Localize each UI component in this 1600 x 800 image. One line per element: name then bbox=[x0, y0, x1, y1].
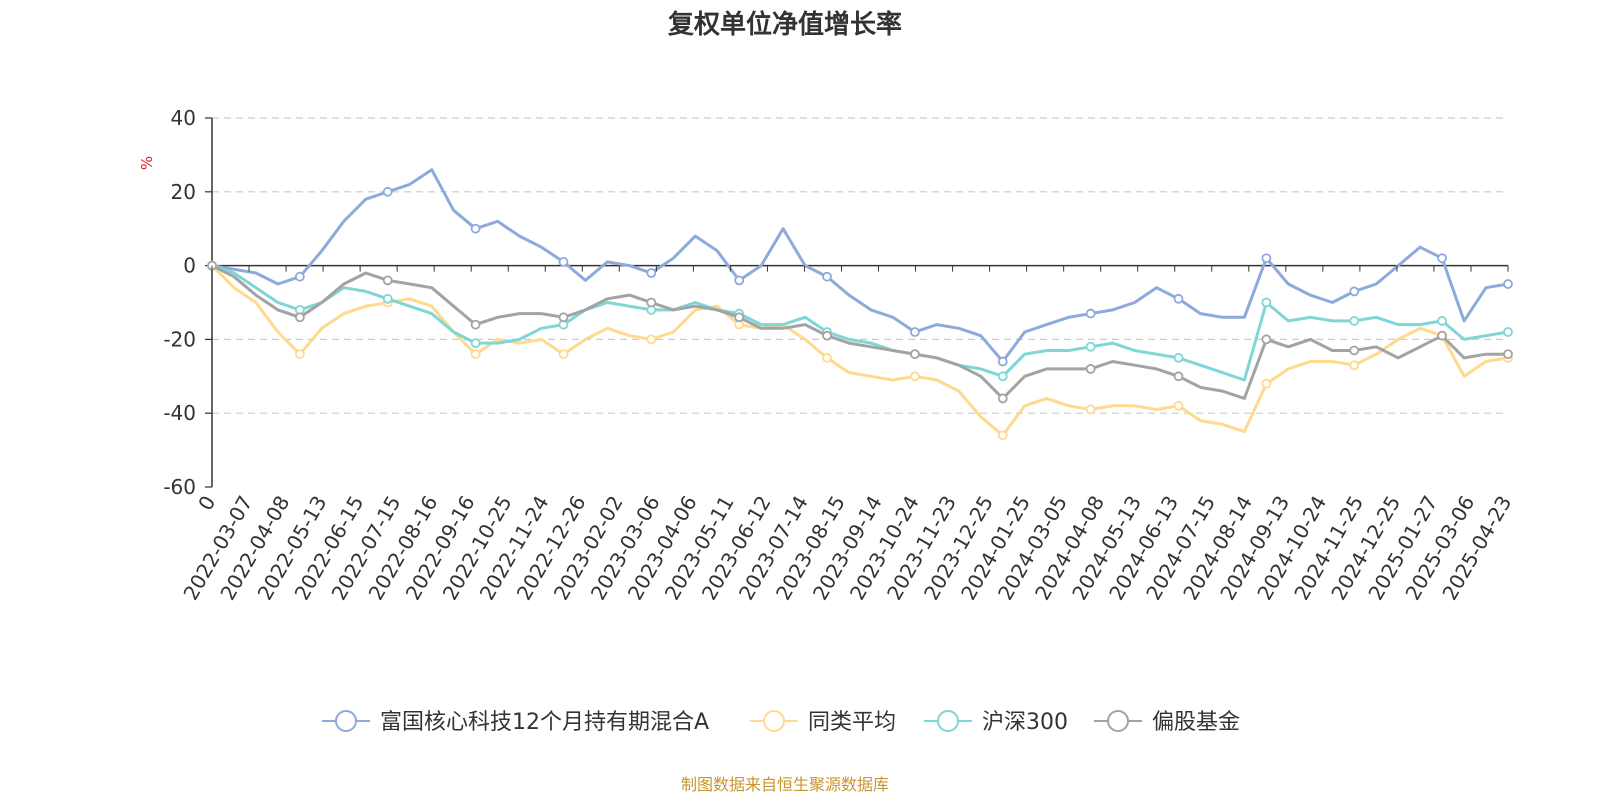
y-axis-ticks: 40 20 0 -20 -40 -60 bbox=[163, 106, 212, 499]
data-point bbox=[822, 271, 832, 282]
series-line-0 bbox=[211, 168, 1509, 363]
data-point bbox=[646, 334, 657, 345]
data-point bbox=[1085, 404, 1096, 415]
y-tick-label: 0 bbox=[183, 254, 196, 278]
axes bbox=[211, 118, 1508, 487]
data-point bbox=[1261, 334, 1272, 345]
legend-item-3[interactable]: 偏股基金 bbox=[1094, 710, 1240, 735]
legend-item-0[interactable]: 富国核心科技12个月持有期混合A bbox=[322, 710, 709, 735]
legend-marker bbox=[937, 710, 959, 732]
data-point bbox=[997, 356, 1008, 367]
data-point bbox=[1261, 297, 1272, 308]
data-point bbox=[382, 186, 393, 197]
legend-marker bbox=[1107, 710, 1129, 732]
legend-label: 富国核心科技12个月持有期混合A bbox=[380, 710, 709, 735]
data-point bbox=[646, 297, 657, 308]
data-point bbox=[470, 338, 481, 348]
data-point bbox=[1349, 316, 1360, 326]
data-point bbox=[470, 223, 481, 234]
data-point bbox=[1173, 352, 1184, 363]
data-point bbox=[558, 312, 569, 323]
series-line-3 bbox=[211, 264, 1508, 400]
data-point bbox=[1349, 286, 1360, 297]
data-point bbox=[470, 319, 481, 330]
data-point bbox=[734, 312, 745, 323]
legend[interactable]: 富国核心科技12个月持有期混合A 同类平均 沪深300 偏股基金 bbox=[322, 710, 1240, 735]
legend-marker bbox=[335, 710, 357, 732]
data-point bbox=[1503, 349, 1513, 360]
data-point bbox=[382, 293, 393, 304]
data-point bbox=[1173, 371, 1184, 382]
data-point bbox=[1437, 330, 1448, 341]
data-point bbox=[1349, 360, 1360, 371]
series-lines bbox=[207, 168, 1513, 441]
data-point bbox=[1085, 341, 1096, 352]
data-point bbox=[734, 275, 745, 286]
data-point bbox=[822, 352, 832, 363]
data-point bbox=[910, 371, 920, 382]
data-point bbox=[558, 349, 569, 360]
data-point bbox=[1173, 293, 1184, 304]
data-point bbox=[558, 257, 569, 267]
data-point bbox=[646, 268, 657, 278]
y-tick-label: -20 bbox=[163, 327, 196, 351]
data-point bbox=[910, 349, 920, 360]
data-point bbox=[910, 327, 920, 337]
data-point bbox=[1085, 308, 1096, 319]
grid-lines bbox=[212, 117, 1508, 414]
data-point bbox=[470, 349, 481, 360]
data-point bbox=[1437, 316, 1448, 326]
data-point bbox=[997, 430, 1008, 441]
legend-label: 同类平均 bbox=[808, 710, 896, 735]
data-point bbox=[1437, 253, 1448, 264]
legend-item-2[interactable]: 沪深300 bbox=[924, 710, 1068, 735]
data-point bbox=[997, 371, 1008, 382]
data-point bbox=[1173, 400, 1184, 411]
y-tick-label: 20 bbox=[171, 180, 196, 204]
data-point bbox=[294, 349, 305, 360]
data-point bbox=[294, 312, 305, 323]
data-point bbox=[822, 330, 832, 341]
x-tick-label: 0 bbox=[193, 492, 220, 515]
data-point bbox=[1503, 279, 1513, 289]
legend-label: 偏股基金 bbox=[1152, 710, 1240, 735]
x-axis-ticks: 02022-03-072022-04-082022-05-132022-06-1… bbox=[178, 265, 1516, 604]
data-point bbox=[1503, 327, 1513, 337]
y-axis-label: % bbox=[138, 156, 156, 170]
chart-title: 复权单位净值增长率 bbox=[668, 9, 902, 40]
data-point bbox=[294, 271, 305, 282]
data-point bbox=[997, 393, 1008, 404]
data-point bbox=[1349, 345, 1360, 356]
data-point bbox=[382, 275, 393, 286]
source-note: 制图数据来自恒生聚源数据库 bbox=[681, 775, 889, 794]
series-line-2 bbox=[211, 264, 1509, 382]
series-line-1 bbox=[210, 264, 1509, 437]
legend-item-1[interactable]: 同类平均 bbox=[750, 710, 896, 735]
y-tick-label: 40 bbox=[171, 106, 196, 130]
y-tick-label: -60 bbox=[163, 475, 196, 499]
legend-label: 沪深300 bbox=[982, 710, 1068, 735]
legend-marker bbox=[763, 710, 785, 732]
data-point bbox=[1261, 378, 1272, 389]
data-point bbox=[1085, 364, 1096, 374]
y-tick-label: -40 bbox=[163, 401, 196, 425]
data-point bbox=[1261, 253, 1272, 264]
